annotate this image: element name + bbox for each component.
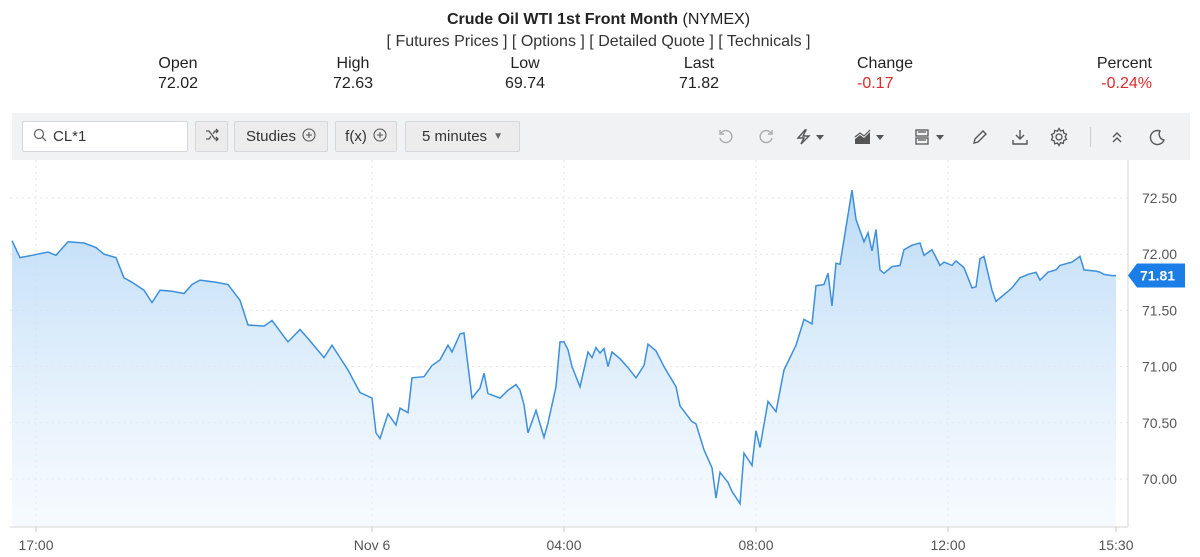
fx-button[interactable]: f(x) [335, 121, 397, 152]
last-price-marker [1128, 263, 1185, 288]
stat-open: Open 72.02 [128, 54, 228, 94]
y-tick-label: 72.50 [1142, 190, 1177, 206]
instrument-name: Crude Oil WTI 1st Front Month [446, 11, 679, 28]
chevron-down-icon: ▼ [493, 131, 503, 142]
studies-button[interactable]: Studies [234, 121, 328, 152]
link-technicals[interactable]: Technicals [726, 33, 802, 50]
stat-value: 71.82 [678, 75, 720, 92]
interval-select[interactable]: 5 minutes ▼ [405, 121, 520, 152]
stat-label: Percent [1096, 55, 1152, 72]
stat-label: Low [510, 55, 540, 72]
download-icon[interactable] [1008, 125, 1032, 149]
quote-links: [ Futures Prices ] [ Options ] [ Detaile… [386, 33, 811, 50]
gear-icon[interactable] [1047, 125, 1071, 149]
pencil-icon[interactable] [968, 125, 992, 149]
chart-toolbar: CL*1 Studies f(x) 5 minutes ▼ [12, 113, 1190, 160]
compare-button[interactable] [195, 121, 228, 152]
last-price-value: 71.81 [1140, 268, 1175, 284]
x-tick-label: Nov 6 [354, 537, 391, 553]
stat-value: 69.74 [504, 75, 546, 92]
y-tick-label: 70.50 [1142, 415, 1177, 431]
undo-icon[interactable] [714, 125, 738, 149]
stat-label: High [336, 55, 370, 72]
y-tick-label: 72.00 [1142, 246, 1177, 262]
instrument-title: Crude Oil WTI 1st Front Month (NYMEX) [0, 11, 1197, 29]
search-value: CL*1 [53, 128, 87, 145]
x-tick-label: 17:00 [18, 537, 53, 553]
link-detailed-quote[interactable]: Detailed Quote [598, 33, 705, 50]
link-futures-prices[interactable]: Futures Prices [395, 33, 499, 50]
add-circle-icon [302, 127, 316, 146]
collapse-icon[interactable] [1105, 125, 1129, 149]
redo-icon[interactable] [754, 125, 778, 149]
link-options[interactable]: Options [520, 33, 576, 50]
price-line [11, 189, 1116, 506]
layout-icon[interactable] [912, 125, 952, 149]
fx-label: f(x) [345, 128, 367, 145]
stat-low: Low 69.74 [475, 54, 575, 94]
price-area [12, 190, 1116, 527]
stat-label: Last [683, 55, 715, 72]
stat-value: 72.63 [332, 75, 374, 92]
stat-last: Last 71.82 [649, 54, 749, 94]
x-axis: 17:00 Nov 6 04:00 08:00 12:00 15:30 [18, 527, 1134, 553]
stat-percent: Percent -0.24% [1052, 54, 1152, 94]
search-icon [33, 128, 47, 146]
y-tick-label: 71.50 [1142, 302, 1177, 318]
interval-label: 5 minutes [422, 128, 488, 145]
y-tick-label: 71.00 [1142, 359, 1177, 375]
stat-label: Change [857, 55, 914, 72]
stat-change: Change -0.17 [857, 54, 913, 94]
compare-icon [204, 127, 220, 147]
x-tick-label: 12:00 [930, 537, 965, 553]
stat-value: -0.24% [1101, 75, 1152, 92]
stat-high: High 72.63 [303, 54, 403, 94]
add-circle-icon [373, 127, 387, 146]
price-chart[interactable]: 17:00 Nov 6 04:00 08:00 12:00 15:30 70.00 70.5… [0, 160, 1200, 557]
stat-value: -0.17 [857, 75, 894, 92]
x-tick-label: 08:00 [738, 537, 773, 553]
x-tick-label: 04:00 [546, 537, 581, 553]
exchange-label: (NYMEX) [682, 11, 751, 28]
y-axis: 70.00 70.50 71.00 71.50 72.00 72.50 [1142, 190, 1177, 487]
stat-value: 72.02 [157, 75, 199, 92]
y-tick-label: 70.00 [1142, 471, 1177, 487]
toolbar-divider [1090, 127, 1091, 147]
moon-icon[interactable] [1145, 125, 1169, 149]
lightning-icon[interactable] [792, 125, 832, 149]
x-tick-label: 15:30 [1098, 537, 1133, 553]
studies-label: Studies [245, 128, 297, 145]
stat-label: Open [158, 55, 198, 72]
symbol-search-input[interactable]: CL*1 [22, 121, 188, 152]
last-price-label: 71.81 [1128, 263, 1185, 288]
chart-type-icon[interactable] [852, 125, 892, 149]
